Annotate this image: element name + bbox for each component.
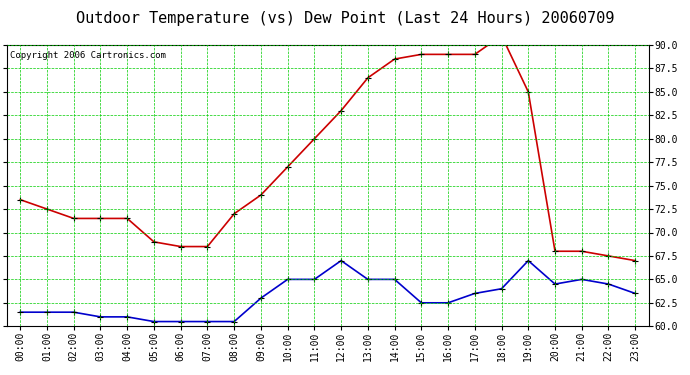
Text: Copyright 2006 Cartronics.com: Copyright 2006 Cartronics.com [10,51,166,60]
Text: Outdoor Temperature (vs) Dew Point (Last 24 Hours) 20060709: Outdoor Temperature (vs) Dew Point (Last… [76,11,614,26]
